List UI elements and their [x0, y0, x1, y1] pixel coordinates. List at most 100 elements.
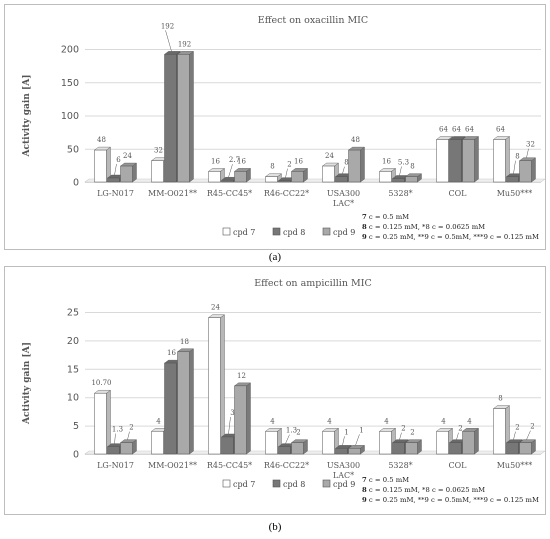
- category-label: R45-CC45*: [207, 189, 252, 198]
- legend-entry: cpd 8: [283, 480, 305, 489]
- data-label: 3: [230, 409, 234, 417]
- bar-front: [449, 442, 462, 455]
- data-label-leader: [456, 432, 459, 440]
- bar-cpd-9: [518, 157, 537, 183]
- ampicillin-chart: Effect on ampicillin MIC Activity gain [A…: [22, 278, 545, 504]
- bar-cpd-9: [176, 348, 195, 455]
- data-label: 48: [351, 136, 360, 144]
- bar-front: [234, 385, 247, 455]
- note-compound: 9: [362, 496, 367, 504]
- data-label: 1.3: [112, 426, 123, 434]
- bar-front: [348, 149, 361, 183]
- legend-swatch: [272, 227, 281, 236]
- bar-cpd-9: [461, 136, 480, 183]
- category-label: R46-CC22*: [264, 461, 309, 470]
- note-text: c = 0.5 mM: [367, 213, 409, 221]
- category-label: MM-O021**: [148, 461, 197, 470]
- note-text: c = 0.25 mM, **9 c = 0.5mM, ***9 c = 0.1…: [367, 496, 539, 504]
- chart-panel-oxacillin: Effect on oxacillin MIC Activity gain [A]…: [4, 4, 546, 250]
- bar-front: [436, 139, 449, 183]
- data-label-leader: [228, 164, 233, 178]
- data-label-leader: [285, 434, 290, 444]
- oxacillin-chart: Effect on oxacillin MIC Activity gain [A]…: [22, 15, 545, 241]
- legend-swatch: [322, 227, 331, 236]
- category-label-line: LAC*: [333, 199, 354, 208]
- y-tick-label: 20: [67, 336, 79, 347]
- data-label: 12: [237, 372, 246, 380]
- bar-cpd-9: [347, 146, 366, 183]
- bar-side: [220, 314, 225, 455]
- bar-front: [291, 171, 304, 183]
- concentration-note: 9 c = 0.25 mM, **9 c = 0.5mM, ***9 c = 0…: [362, 496, 539, 504]
- data-label: 2: [458, 425, 462, 433]
- bar-front: [436, 431, 449, 455]
- bar-front: [151, 160, 164, 183]
- category-label: LG-N017: [97, 189, 134, 198]
- bar-cpd-8: [277, 177, 296, 183]
- bar-front: [265, 176, 278, 183]
- bar-side: [474, 427, 479, 455]
- note-text: c = 0.125 mM, *8 c = 0.0625 mM: [367, 223, 485, 231]
- data-label: 32: [154, 147, 163, 155]
- bar-front: [348, 448, 361, 455]
- bar-front: [234, 171, 247, 183]
- data-label-leader: [285, 168, 288, 178]
- data-label-leader: [526, 148, 529, 158]
- bar-cpd-7: [492, 136, 511, 183]
- bar-cpd-9: [290, 439, 309, 455]
- bar-front: [519, 442, 532, 455]
- category-label: USA300 LAC*: [327, 461, 360, 480]
- bar-front: [208, 317, 221, 455]
- category-label-line: USA300: [327, 189, 360, 198]
- data-label: 1: [344, 428, 348, 436]
- bar-front: [120, 442, 133, 455]
- data-label: 64: [452, 125, 461, 133]
- bar-front: [278, 180, 291, 183]
- note-compound: 7: [362, 476, 367, 484]
- data-label: 2: [401, 425, 405, 433]
- data-label: 4: [327, 417, 332, 425]
- category-label: COL: [449, 461, 468, 470]
- bar-front: [208, 171, 221, 183]
- bar-front: [322, 165, 335, 183]
- data-label-leader: [114, 163, 117, 176]
- bar-cpd-9: [290, 167, 309, 183]
- bar-front: [177, 54, 190, 183]
- data-label: 4: [441, 417, 446, 425]
- data-label: 24: [325, 152, 334, 160]
- bar-front: [322, 431, 335, 455]
- concentration-note: 9 c = 0.25 mM, **9 c = 0.5mM, ***9 c = 0…: [362, 233, 539, 241]
- y-tick-label: 10: [67, 393, 79, 404]
- y-tick-label: 5: [73, 421, 79, 432]
- data-label: 64: [465, 125, 474, 133]
- data-label: 192: [178, 40, 191, 48]
- bar-cpd-7: [321, 162, 340, 183]
- bar-side: [246, 382, 251, 455]
- bar-side: [360, 146, 365, 183]
- category-label: LG-N017: [97, 461, 134, 470]
- data-label: 8: [344, 159, 348, 167]
- data-label: 8: [410, 163, 414, 171]
- bar-front: [164, 362, 177, 455]
- legend-swatch: [272, 479, 281, 488]
- data-label-leader: [228, 416, 231, 434]
- bar-front: [107, 446, 120, 455]
- legend-swatch: [322, 479, 331, 488]
- legend-swatch: [222, 479, 231, 488]
- chart-title: Effect on oxacillin MIC: [258, 15, 368, 26]
- bar-side: [132, 162, 137, 183]
- category-label: R46-CC22*: [264, 189, 309, 198]
- bar-cpd-9: [119, 439, 138, 455]
- y-tick-label: 0: [73, 450, 79, 461]
- bar-side: [474, 136, 479, 183]
- data-label: 64: [439, 125, 448, 133]
- category-label: R45-CC45*: [207, 461, 252, 470]
- bar-front: [265, 431, 278, 455]
- y-tick-label: 25: [67, 308, 79, 319]
- bar-front: [462, 139, 475, 183]
- bar-front: [278, 446, 291, 455]
- bar-front: [379, 431, 392, 455]
- data-label-leader: [342, 166, 345, 174]
- bar-front: [506, 176, 519, 183]
- data-label: 48: [97, 136, 106, 144]
